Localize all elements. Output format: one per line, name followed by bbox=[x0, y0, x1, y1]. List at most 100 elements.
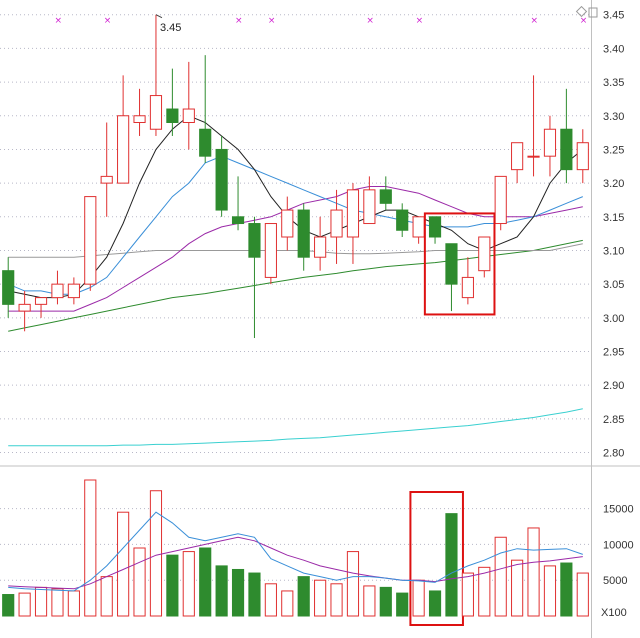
price-tick-label: 3.15 bbox=[603, 212, 624, 224]
volume-bar-down bbox=[428, 590, 442, 617]
volume-bar-down bbox=[166, 554, 179, 617]
candle-up bbox=[133, 88, 146, 136]
event-marker: × bbox=[104, 16, 112, 26]
price-tick-label: 3.35 bbox=[603, 77, 624, 89]
ma20-line bbox=[8, 186, 583, 312]
high-price-annotation: 3.45 bbox=[160, 22, 181, 34]
volume-ma5-line bbox=[8, 511, 583, 592]
event-marker: × bbox=[580, 16, 588, 26]
candle-body bbox=[396, 209, 409, 231]
volume-bar-up bbox=[51, 588, 64, 617]
candle-body bbox=[428, 216, 442, 238]
price-tick-label: 3.45 bbox=[603, 10, 624, 22]
volume-bar-down bbox=[297, 576, 310, 617]
candle-down bbox=[297, 203, 310, 271]
volume-bar-up bbox=[117, 511, 130, 617]
volume-bar-up bbox=[34, 586, 48, 617]
candle-up bbox=[264, 223, 277, 285]
volume-bar-up bbox=[363, 585, 376, 617]
candle-up bbox=[34, 297, 48, 318]
price-tick-label: 2.95 bbox=[603, 347, 624, 359]
volume-bar-down bbox=[248, 572, 261, 617]
candle-up bbox=[478, 236, 491, 278]
volume-grid bbox=[0, 508, 591, 581]
candle-body bbox=[117, 115, 130, 184]
volume-bar-down bbox=[560, 562, 573, 617]
candle-body bbox=[297, 209, 310, 258]
candle-up bbox=[576, 129, 589, 184]
event-marker: × bbox=[268, 16, 276, 26]
volume-bar-up bbox=[84, 479, 97, 617]
candle-body bbox=[18, 303, 31, 312]
candle-body bbox=[67, 283, 80, 299]
candle-down bbox=[2, 257, 15, 318]
candle-body bbox=[149, 95, 163, 130]
volume-bar-up bbox=[18, 592, 31, 617]
volume-unit-label: X100 bbox=[601, 607, 627, 619]
candle-up bbox=[527, 75, 540, 177]
price-tick-label: 3.25 bbox=[603, 144, 624, 156]
candlesticks bbox=[2, 14, 589, 339]
volume-moving-averages bbox=[8, 511, 583, 592]
price-tick-label: 3.00 bbox=[603, 313, 624, 325]
volume-bar-up bbox=[281, 590, 294, 617]
candle-body bbox=[248, 223, 261, 258]
candle-body bbox=[199, 128, 212, 157]
ma10-line bbox=[8, 155, 583, 295]
volume-bar-down bbox=[199, 547, 212, 617]
candle-body bbox=[576, 142, 589, 171]
candle-up bbox=[511, 142, 524, 184]
candle-body bbox=[494, 175, 507, 225]
candle-body bbox=[182, 108, 195, 123]
candle-down bbox=[166, 68, 179, 136]
candle-body bbox=[264, 223, 277, 278]
event-marker: × bbox=[531, 16, 539, 26]
price-tick-label: 2.85 bbox=[603, 414, 624, 426]
event-marker: × bbox=[416, 16, 424, 26]
candle-up bbox=[461, 257, 474, 305]
candle-down bbox=[248, 216, 261, 339]
event-marker: × bbox=[235, 16, 243, 26]
candle-down bbox=[379, 176, 392, 211]
volume-bar-up bbox=[543, 565, 557, 617]
candle-body bbox=[166, 108, 179, 123]
candle-up bbox=[84, 196, 97, 291]
candle-up bbox=[363, 176, 376, 225]
volume-bar-down bbox=[379, 586, 392, 617]
volume-axis: 15000 10000 5000 bbox=[603, 504, 634, 588]
price-tick-label: 2.80 bbox=[603, 448, 624, 460]
price-tick-label: 3.05 bbox=[603, 279, 624, 291]
candle-body bbox=[84, 196, 97, 285]
candle-body bbox=[412, 216, 425, 238]
candle-body bbox=[2, 270, 15, 305]
candle-up bbox=[182, 61, 195, 150]
volume-bar-up bbox=[527, 527, 540, 617]
candle-body bbox=[379, 189, 392, 204]
candle-body bbox=[363, 189, 376, 225]
event-marker: × bbox=[366, 16, 374, 26]
candle-body bbox=[100, 175, 113, 184]
volume-bar-up bbox=[478, 566, 491, 617]
price-tick-label: 3.10 bbox=[603, 245, 624, 257]
volume-bar-up bbox=[330, 583, 343, 617]
candle-body bbox=[560, 128, 573, 171]
candle-body bbox=[34, 297, 48, 305]
candle-up bbox=[314, 216, 327, 271]
candle-up bbox=[117, 75, 130, 184]
volume-bar-down bbox=[396, 592, 409, 617]
candle-down bbox=[445, 243, 458, 312]
highlight-boxes bbox=[409, 212, 496, 626]
volume-tick-label: 5000 bbox=[603, 575, 627, 587]
candle-down bbox=[396, 203, 409, 237]
candle-up bbox=[51, 270, 64, 305]
volume-bar-up bbox=[511, 559, 524, 617]
volume-bar-down bbox=[215, 565, 228, 617]
candle-body bbox=[281, 209, 294, 238]
top-right-controls[interactable] bbox=[575, 5, 598, 18]
volume-bar-down bbox=[445, 513, 458, 617]
volume-bar-up bbox=[346, 551, 360, 617]
candle-up bbox=[67, 277, 80, 305]
price-tick-label: 2.90 bbox=[603, 380, 624, 392]
volume-bar-up bbox=[494, 536, 507, 617]
